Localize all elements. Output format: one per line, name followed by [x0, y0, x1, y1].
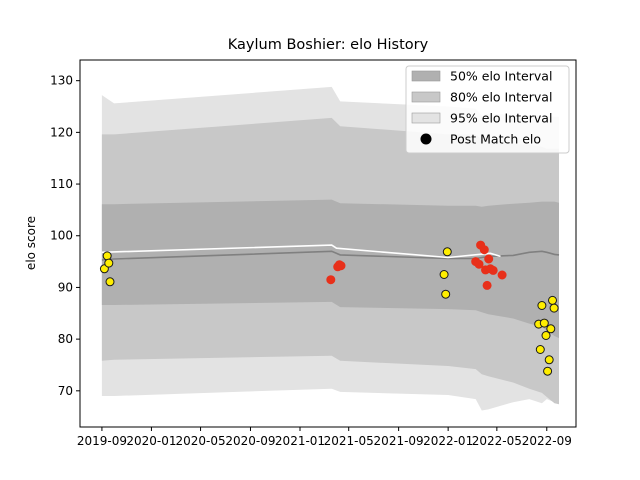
post-match-elo-point — [482, 280, 492, 290]
legend-marker — [420, 133, 432, 145]
post-match-elo-point — [539, 318, 549, 328]
post-match-elo-point — [442, 247, 452, 257]
y-tick-label: 110 — [50, 177, 73, 191]
x-tick-label: 2020-05 — [175, 434, 225, 448]
post-match-elo-point — [326, 275, 336, 285]
x-tick-label: 2020-09 — [225, 434, 275, 448]
x-tick-label: 2020-01 — [126, 434, 176, 448]
legend-label: 80% elo Interval — [450, 90, 552, 105]
post-match-elo-point — [105, 277, 115, 287]
legend-swatch-1 — [411, 70, 441, 82]
axes-frame — [79, 59, 577, 428]
post-match-elo-point — [484, 254, 494, 264]
legend-swatch-2 — [411, 91, 441, 103]
post-match-elo-line — [101, 244, 501, 259]
x-tick-label: 2019-09 — [77, 434, 127, 448]
post-match-elo-point — [336, 261, 346, 271]
x-tick-label: 2022-09 — [522, 434, 572, 448]
post-match-elo-point — [541, 331, 551, 340]
legend-label: 95% elo Interval — [450, 111, 552, 126]
post-match-elo-point — [104, 258, 114, 268]
plot-area — [99, 86, 560, 411]
y-tick-label: 80 — [58, 332, 73, 346]
y-tick-label: 120 — [50, 125, 73, 139]
y-tick-label: 100 — [50, 229, 73, 243]
y-tick-label: 90 — [58, 280, 73, 294]
post-match-elo-point — [497, 270, 507, 280]
band-50-interval — [101, 199, 560, 339]
y-tick-label: 70 — [58, 384, 73, 398]
x-tick-label: 2021-09 — [374, 434, 424, 448]
post-match-elo-point — [102, 251, 112, 261]
legend: 50% elo Interval 80% elo Interval 95% elo … — [405, 65, 570, 154]
post-match-elo-point — [548, 295, 557, 305]
legend-swatch-3 — [411, 112, 441, 124]
legend-label: Post Match elo — [450, 132, 541, 147]
x-tick-label: 2022-05 — [472, 434, 522, 448]
post-match-elo-point — [537, 301, 547, 310]
post-match-elo-point — [488, 265, 498, 275]
post-match-elo-point — [439, 270, 449, 279]
y-tick-label: 130 — [50, 74, 73, 88]
post-match-elo-point — [544, 355, 554, 365]
x-tick-label: 2021-01 — [275, 434, 325, 448]
plot-content — [99, 86, 560, 411]
post-match-elo-point — [535, 345, 545, 354]
y-axis-label: elo score — [24, 216, 38, 270]
legend-box — [405, 65, 570, 154]
x-tick-label: 2021-05 — [324, 434, 374, 448]
post-match-elo-point — [474, 259, 484, 269]
legend-label: 50% elo Interval — [450, 69, 552, 84]
x-tick-label: 2022-01 — [423, 434, 473, 448]
post-match-elo-point — [479, 245, 489, 255]
post-match-elo-point — [546, 324, 556, 334]
post-match-elo-point — [543, 366, 553, 376]
post-match-elo-point — [441, 289, 451, 299]
post-match-elo-point — [549, 303, 559, 313]
chart-title: Kaylum Boshier: elo History — [228, 37, 429, 53]
